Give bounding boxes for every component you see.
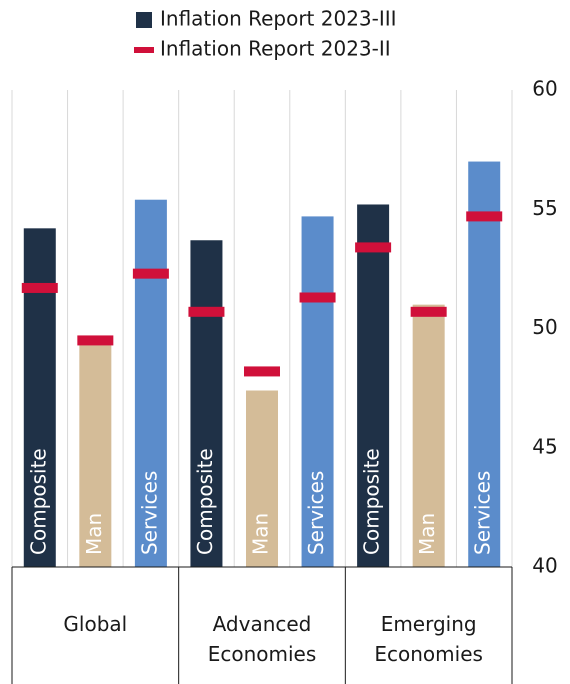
y-tick-label: 60 xyxy=(532,77,557,101)
marker xyxy=(132,268,169,279)
bar xyxy=(134,199,167,567)
marker xyxy=(244,366,280,377)
y-tick-label: 40 xyxy=(532,554,557,578)
bar xyxy=(246,390,278,567)
legend-swatch xyxy=(134,47,154,53)
bar-label: Man xyxy=(415,513,439,555)
y-tick-label: 55 xyxy=(532,196,557,220)
marker xyxy=(410,306,447,317)
legend-label: Inflation Report 2023-II xyxy=(160,37,391,61)
marker xyxy=(355,242,392,253)
bar-label: Composite xyxy=(360,448,384,555)
y-tick-label: 50 xyxy=(532,315,557,339)
bar-label: Man xyxy=(249,513,273,555)
bar-label: Services xyxy=(471,471,495,555)
marker xyxy=(21,282,58,293)
bar-label: Services xyxy=(304,471,328,555)
y-tick-label: 45 xyxy=(532,434,557,458)
group-label: Global xyxy=(63,612,128,636)
bar-label: Composite xyxy=(26,448,50,555)
bar-label: Man xyxy=(82,513,106,555)
legend-swatch xyxy=(136,12,152,28)
marker xyxy=(299,292,336,303)
legend-label: Inflation Report 2023-III xyxy=(160,7,397,31)
bar-label: Composite xyxy=(193,448,217,555)
group-label: Advanced Economies xyxy=(207,612,317,666)
bar xyxy=(412,304,445,567)
marker xyxy=(77,335,114,346)
marker xyxy=(188,306,225,317)
bar xyxy=(301,216,334,567)
bar xyxy=(357,204,390,568)
bar xyxy=(79,345,112,567)
bar xyxy=(468,161,501,568)
group-label: Emerging Economies xyxy=(374,612,483,666)
marker xyxy=(466,211,503,222)
bar xyxy=(190,240,223,567)
bar-label: Services xyxy=(137,471,161,555)
